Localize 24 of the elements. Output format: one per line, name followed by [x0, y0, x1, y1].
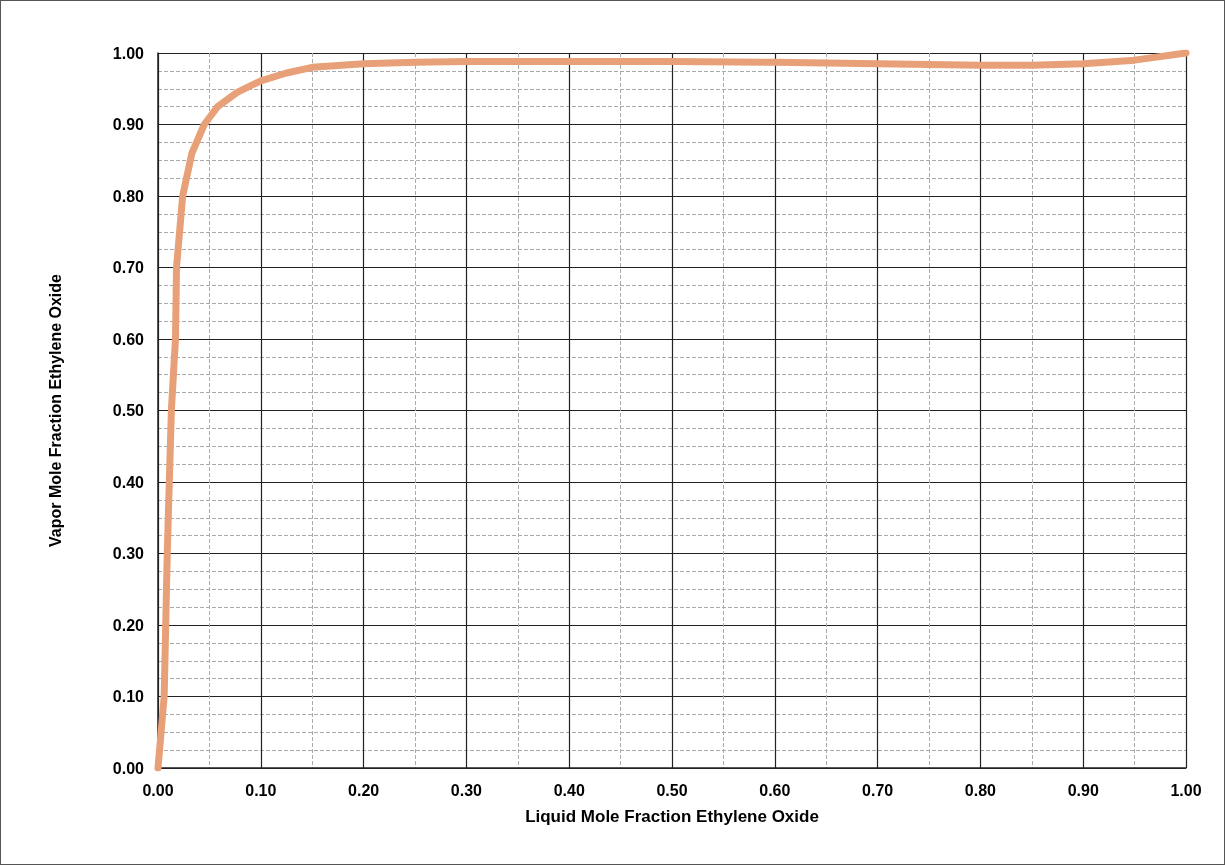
y-tick-label: 0.40: [112, 473, 145, 491]
y-tick-label: 0.60: [112, 330, 145, 348]
x-tick-label: 0.90: [1067, 781, 1099, 799]
x-tick-label: 0.20: [348, 781, 380, 799]
y-tick-label: 0.50: [112, 402, 145, 419]
y-tick-label: 0.90: [112, 116, 145, 133]
x-tick-label: 0.10: [245, 781, 277, 799]
x-tick-label: 0.60: [759, 781, 791, 799]
x-tick-label: 0.50: [656, 781, 688, 799]
x-tick-label: 0.40: [553, 781, 585, 799]
x-tick-label: 1.00: [1170, 781, 1202, 799]
x-tick-label: 0.00: [142, 781, 174, 799]
y-tick-label: 0.30: [112, 545, 145, 562]
y-tick-label: 0.80: [112, 187, 145, 205]
y-tick-label: 0.70: [112, 259, 145, 276]
y-tick-label: 0.20: [112, 616, 145, 634]
y-tick-label: 1.00: [112, 44, 145, 62]
x-axis-title: Liquid Mole Fraction Ethylene Oxide: [525, 807, 819, 826]
y-tick-label: 0.10: [112, 688, 145, 705]
x-tick-label: 0.80: [964, 781, 997, 799]
x-tick-label: 0.30: [450, 781, 483, 799]
x-tick-label: 0.70: [862, 781, 894, 799]
y-tick-label: 0.00: [112, 759, 145, 777]
y-axis-title: Vapor Mole Fraction Ethylene Oxide: [46, 273, 64, 547]
